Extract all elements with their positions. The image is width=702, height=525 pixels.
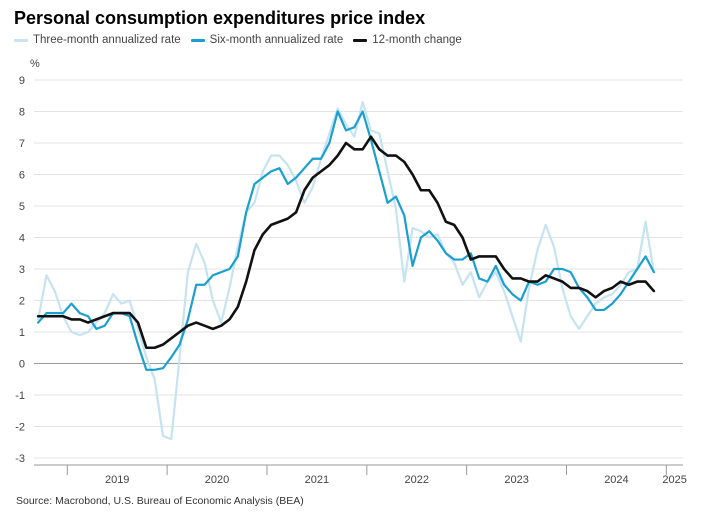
y-tick-label: 7 [19, 138, 25, 150]
legend-item-three-month: Three-month annualized rate [14, 34, 181, 46]
legend-item-six-month: Six-month annualized rate [190, 34, 344, 46]
x-tick-label: 2024 [604, 474, 628, 486]
y-tick-label: 6 [19, 170, 25, 182]
y-tick-label: 8 [19, 107, 25, 119]
legend-swatch-three-month [14, 38, 28, 42]
x-tick-label: 2019 [105, 474, 129, 486]
x-tick-label: 2020 [205, 474, 229, 486]
legend-swatch-six-month [190, 38, 205, 42]
y-tick-label: 0 [19, 359, 25, 371]
y-axis-label: % [30, 58, 40, 70]
legend-item-12-month: 12-month change [353, 34, 462, 46]
x-tick-label: 2025 [662, 474, 686, 486]
source-note: Source: Macrobond, U.S. Bureau of Econom… [16, 495, 304, 507]
y-tick-label: 3 [19, 264, 25, 276]
x-tick-label: 2021 [305, 474, 329, 486]
y-tick-label: 4 [19, 233, 25, 245]
y-tick-label: 9 [19, 75, 25, 87]
series-line-six-month-annualized-rate [37, 110, 655, 371]
chart-title: Personal consumption expenditures price … [14, 8, 426, 28]
legend-swatch-12-month [353, 38, 368, 42]
chart-legend: Three-month annualized rate Six-month an… [14, 34, 462, 46]
legend-label-six-month: Six-month annualized rate [209, 34, 344, 46]
y-tick-label: 1 [19, 327, 25, 339]
legend-label-three-month: Three-month annualized rate [33, 34, 181, 46]
series-line-three-month-annualized-rate [37, 100, 655, 441]
x-tick-label: 2022 [404, 474, 428, 486]
series-line-12-month-change [36, 135, 656, 350]
y-tick-label: 2 [19, 296, 25, 308]
y-tick-label: 5 [19, 201, 25, 213]
y-tick-label: -1 [15, 390, 25, 402]
y-tick-label: -2 [15, 422, 25, 434]
y-tick-label: -3 [15, 453, 25, 465]
x-tick-label: 2023 [504, 474, 528, 486]
legend-label-12-month: 12-month change [372, 34, 462, 46]
